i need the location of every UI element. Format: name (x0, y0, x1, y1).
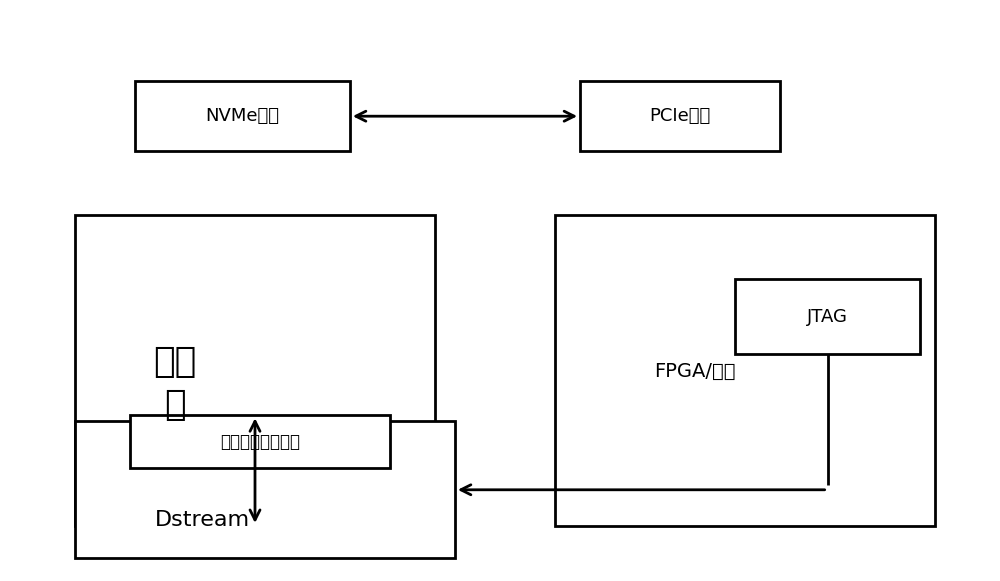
Bar (130, 415, 390, 468)
Bar (555, 215, 935, 526)
Text: NVMe命令: NVMe命令 (206, 107, 280, 125)
Text: 服务
器: 服务 器 (153, 346, 197, 421)
Text: JTAG: JTAG (807, 308, 848, 325)
Text: FPGA/芯片: FPGA/芯片 (654, 363, 736, 381)
Text: 芯片存储区域数据: 芯片存储区域数据 (220, 433, 300, 450)
Bar (75, 215, 435, 526)
Text: Dstream: Dstream (155, 510, 250, 530)
Text: PCIe接口: PCIe接口 (649, 107, 711, 125)
Bar (735, 279, 920, 354)
Bar (580, 81, 780, 151)
Bar (135, 81, 350, 151)
Bar (75, 421, 455, 558)
